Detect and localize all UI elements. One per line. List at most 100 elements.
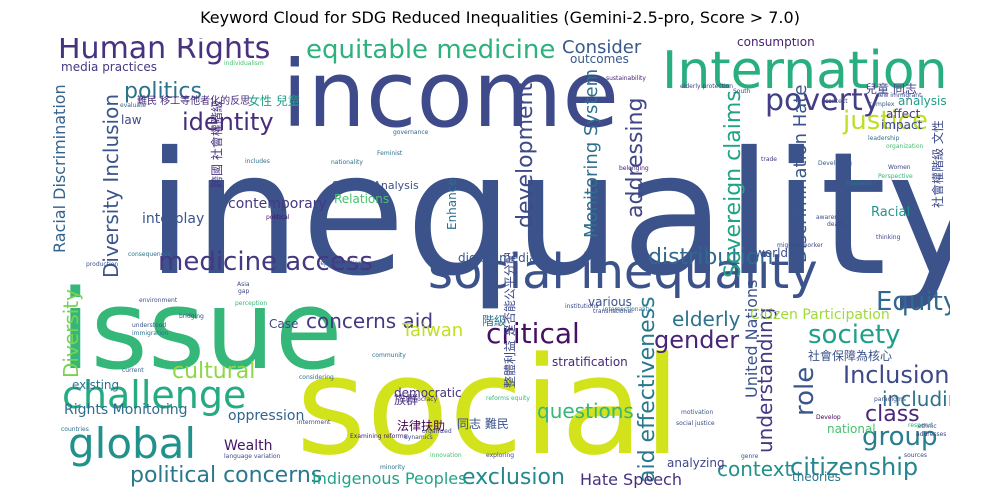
word-thinking: thinking	[876, 234, 901, 241]
word-democracy: Democracy	[403, 396, 438, 403]
word-addresses: addresses	[916, 431, 946, 438]
word-society: society	[808, 320, 901, 350]
word-transnational: transnational	[593, 308, 633, 315]
word-aid-effectiveness: aid effectiveness	[635, 296, 660, 483]
word-distribution: distribution	[648, 245, 773, 270]
word-media-practices: media practices	[61, 60, 157, 74]
word-inequality: inequality	[146, 116, 950, 314]
word-minority: minority	[380, 464, 405, 471]
word-theories: theories	[792, 470, 841, 484]
word-identity: identity	[182, 108, 274, 136]
word-current: current	[122, 367, 144, 374]
word-develop: Develop	[816, 414, 841, 421]
word-sources: sources	[904, 452, 927, 459]
word-spatial-analysis: Spatial Analysis	[332, 179, 419, 192]
word-cjk-79: 社會保障為核心	[808, 348, 892, 363]
word-discrimination-hate: Discrimination Hate	[790, 85, 811, 263]
word-ethnic: ethnic	[918, 423, 937, 430]
word-social-justice: social justice	[676, 420, 715, 427]
word-social: social	[296, 328, 681, 485]
word-analyzing: analyzing	[667, 456, 725, 470]
word-digital-media: digital media	[458, 251, 537, 265]
word-group: group	[862, 422, 938, 452]
word-representation: representation	[318, 260, 362, 267]
word-paradigms: paradigms	[874, 396, 906, 403]
word-south: South	[733, 88, 751, 95]
word-awareness: awareness	[816, 214, 848, 221]
word-perception: perception	[235, 300, 267, 307]
word-law: law	[121, 113, 142, 127]
word-reforms-equity: reforms equity	[486, 395, 530, 402]
word-exclusion: exclusion	[462, 465, 565, 488]
word-cjk-85: 整體利益 是否能公平分配	[502, 252, 517, 388]
word-genre: genre	[741, 453, 759, 460]
word-rights-monitoring: Rights Monitoring	[64, 402, 187, 418]
word-world: world	[755, 246, 788, 260]
word-motivation: motivation	[681, 409, 713, 416]
word-trade: trade	[761, 156, 777, 163]
word-consider: Consider	[562, 38, 642, 58]
word-language-variation: language variation	[224, 453, 281, 460]
word-intersectionality: intersectionality	[603, 306, 652, 313]
word-cjk-80: 兒童 同志	[865, 81, 917, 96]
word-individualism: individualism	[224, 60, 264, 67]
word-diversity-inclusion: Diversity Inclusion	[99, 94, 123, 278]
word-oppression: oppression	[228, 408, 304, 424]
word-consequences: consequences	[128, 251, 171, 258]
word-contemporary: contemporary	[228, 196, 327, 212]
word-students: students	[846, 180, 872, 187]
word-united-nations: United Nations	[742, 280, 761, 398]
word-consumption: consumption	[737, 38, 815, 49]
word-context: context	[717, 457, 793, 481]
word-respond: respond	[908, 422, 932, 429]
word-gap: gap	[238, 288, 249, 295]
word-understanding: understanding	[753, 308, 777, 453]
word-sovereign-claims: Sovereign claims	[721, 90, 746, 278]
word-income: income	[282, 41, 619, 148]
word-justice: justice	[842, 106, 928, 136]
word-evaluate: evaluate	[120, 102, 146, 109]
word-cloud: inequality income issue social social inequa…	[50, 38, 950, 488]
word-enhance: Enhance	[445, 178, 459, 230]
word-inclusion: Inclusion	[843, 361, 949, 389]
word-bridging: bridging	[179, 313, 204, 320]
word-affect: affect	[886, 107, 921, 121]
word-racial: Racial	[871, 205, 910, 220]
word-equitable-medicine: equitable medicine	[306, 38, 555, 65]
word-cjk-83: 跨國 社會權階級	[209, 100, 224, 188]
word-environment: environment	[139, 297, 178, 304]
word-cjk-77: 同志 難民	[457, 416, 509, 431]
word-elderly: elderly	[672, 307, 741, 331]
word-political-concerns: political concerns	[130, 463, 322, 488]
word-diversity: Diversity	[59, 289, 83, 378]
word-global: global	[68, 419, 196, 468]
word-institutions: institutions	[565, 303, 598, 310]
word-innovation: innovation	[430, 452, 462, 459]
word-human-rights: Human Rights	[58, 38, 270, 66]
word-citizenship: citizenship	[790, 453, 918, 481]
word-death: death	[827, 221, 845, 228]
word-hate-speech: Hate Speech	[580, 470, 682, 488]
word-politics: politics	[124, 79, 202, 104]
word-relations: Relations	[334, 192, 389, 206]
word-issue: issue	[60, 266, 343, 394]
word-cjk-84: 社會權階級 文性	[930, 120, 945, 208]
word-complex: complex	[869, 101, 895, 108]
word-equity: Equity	[876, 287, 950, 317]
word-cultural: cultural	[172, 359, 255, 384]
chart-title: Keyword Cloud for SDG Reduced Inequaliti…	[200, 8, 800, 27]
word-addressing: addressing	[623, 98, 648, 218]
word-women: Women	[888, 164, 911, 171]
word-immigration: immigration	[132, 330, 169, 337]
word-international: International	[662, 41, 950, 101]
word-dynamics: dynamics	[404, 434, 433, 441]
word-social-inequality: social inequality	[428, 244, 818, 300]
word-concerns-aid: concerns aid	[306, 309, 433, 333]
word-governance: governance	[393, 129, 429, 136]
word-challenge: challenge	[62, 373, 246, 417]
word-political: political	[266, 214, 290, 221]
word-interplay: interplay	[142, 211, 204, 227]
word-perspective: Perspective	[878, 173, 913, 180]
word-feminist: Feminist	[377, 150, 403, 157]
word-includes: includes	[245, 158, 270, 165]
